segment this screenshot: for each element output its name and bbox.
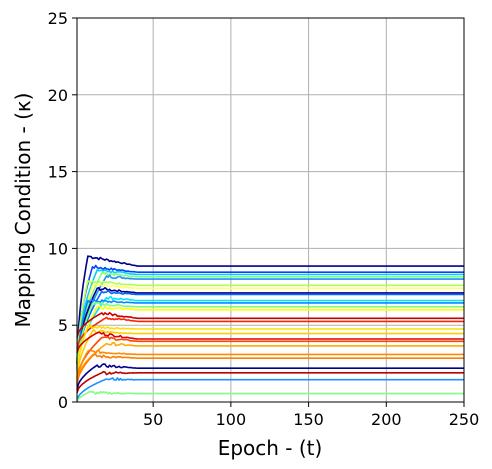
grid-lines — [77, 17, 465, 403]
y-axis-ticks: 0 5 10 15 20 25 — [48, 9, 77, 412]
series-line — [76, 311, 464, 338]
series-line — [76, 283, 464, 372]
x-axis-ticks: 50 100 150 200 250 — [143, 402, 479, 429]
series-line — [76, 264, 464, 363]
series-line — [76, 353, 464, 386]
y-tick-label: 5 — [58, 316, 68, 335]
y-tick-label: 0 — [58, 393, 68, 412]
series-line — [76, 255, 464, 364]
series-line — [76, 301, 464, 372]
series-line — [76, 370, 464, 394]
y-tick-label: 20 — [48, 86, 68, 105]
x-tick-label: 250 — [449, 410, 480, 429]
series-line — [76, 296, 464, 369]
x-tick-label: 150 — [293, 410, 324, 429]
series-line — [76, 286, 464, 364]
y-axis-label: Mapping Condition - (κ) — [11, 93, 35, 328]
y-tick-label: 10 — [48, 239, 68, 258]
series-line — [76, 341, 464, 383]
y-tick-label: 15 — [48, 163, 68, 182]
x-tick-label: 50 — [143, 410, 163, 429]
series-line — [76, 331, 464, 354]
series-line — [76, 298, 464, 370]
x-tick-label: 100 — [216, 410, 247, 429]
series-line — [76, 305, 464, 375]
series-line — [76, 349, 464, 384]
series-line — [76, 268, 464, 360]
series-line — [76, 390, 464, 403]
x-axis-label: Epoch - (t) — [218, 436, 323, 460]
series-line — [76, 324, 464, 378]
y-tick-label: 25 — [48, 9, 68, 28]
series-line — [76, 316, 464, 349]
series-lines — [76, 255, 464, 403]
x-tick-label: 200 — [371, 410, 402, 429]
series-line — [76, 274, 464, 366]
series-line — [76, 279, 464, 369]
series-line — [76, 289, 464, 367]
series-line — [76, 335, 464, 381]
series-line — [76, 363, 464, 390]
plot-frame — [76, 17, 465, 403]
series-line — [76, 377, 464, 401]
